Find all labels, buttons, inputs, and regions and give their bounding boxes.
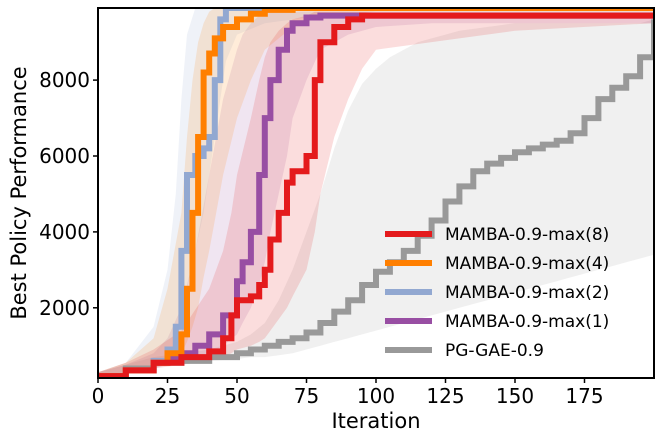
y-tick-label: 6000 bbox=[39, 144, 90, 168]
x-axis-label: Iteration bbox=[331, 409, 420, 433]
legend-label-mamba-0-9-max-4: MAMBA-0.9-max(4) bbox=[445, 254, 609, 274]
legend: MAMBA-0.9-max(8) MAMBA-0.9-max(4) MAMBA-0.… bbox=[385, 225, 609, 361]
band-mamba-0-9-max-2 bbox=[98, 8, 654, 378]
y-axis-label: Best Policy Performance bbox=[7, 66, 31, 319]
x-axis: 0 25 50 75 100 125 150 175 bbox=[92, 378, 604, 408]
x-tick-label: 175 bbox=[565, 384, 603, 408]
x-tick-label: 100 bbox=[357, 384, 395, 408]
series-line-mamba-0-9-max-8 bbox=[98, 12, 654, 378]
legend-label-mamba-0-9-max-8: MAMBA-0.9-max(8) bbox=[445, 225, 609, 245]
x-tick-label: 50 bbox=[224, 384, 249, 408]
y-axis: 2000 4000 6000 8000 bbox=[39, 68, 98, 320]
series-lines bbox=[98, 8, 654, 378]
series-line-mamba-0-9-max-4 bbox=[98, 8, 654, 378]
legend-label-mamba-0-9-max-2: MAMBA-0.9-max(2) bbox=[445, 283, 609, 303]
legend-label-pg-gae-0-9: PG-GAE-0.9 bbox=[445, 341, 544, 361]
x-tick-label: 0 bbox=[92, 384, 105, 408]
series-line-pg-gae-0-9 bbox=[98, 19, 654, 378]
y-tick-label: 2000 bbox=[39, 296, 90, 320]
band-mamba-0-9-max-4 bbox=[98, 8, 654, 378]
legend-label-mamba-0-9-max-1: MAMBA-0.9-max(1) bbox=[445, 312, 609, 332]
band-pg-gae-0-9 bbox=[98, 19, 654, 378]
x-tick-label: 125 bbox=[426, 384, 464, 408]
y-tick-label: 8000 bbox=[39, 68, 90, 92]
y-tick-label: 4000 bbox=[39, 220, 90, 244]
x-tick-label: 75 bbox=[294, 384, 319, 408]
x-tick-label: 150 bbox=[496, 384, 534, 408]
x-tick-label: 25 bbox=[155, 384, 180, 408]
